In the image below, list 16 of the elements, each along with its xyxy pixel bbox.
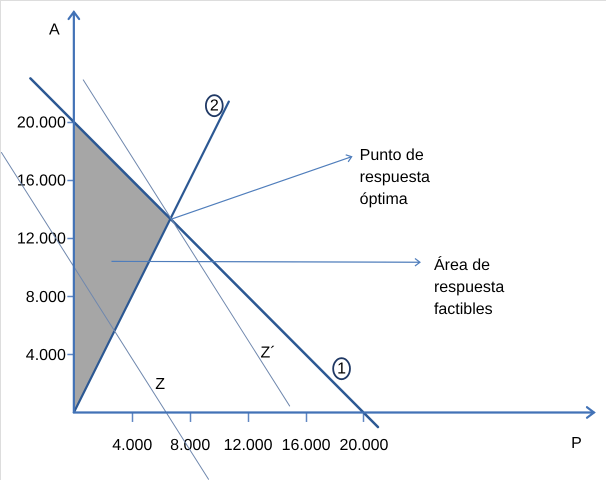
series-label: Z [155,376,166,393]
y-tick-label: 8.000 [26,288,66,306]
x-tick-label: 4.000 [112,436,152,454]
series-label: 2 [210,98,219,115]
y-tick-label: 4.000 [26,346,66,364]
series-label: 1 [337,360,346,378]
x-tick-label: 16.000 [282,436,331,454]
x-tick-label: 20.000 [339,436,389,454]
series-label: Z´ [260,344,276,362]
y-axis-title: A [49,22,60,38]
x-tick-label: 12.000 [224,436,273,454]
y-tick-label: 16.000 [16,172,66,190]
annotation: Punto de respuesta óptima [360,147,430,208]
y-tick-label: 20.000 [16,114,66,132]
annotation: Área de respuesta factibles [434,256,504,318]
x-axis-title: P [571,434,582,452]
